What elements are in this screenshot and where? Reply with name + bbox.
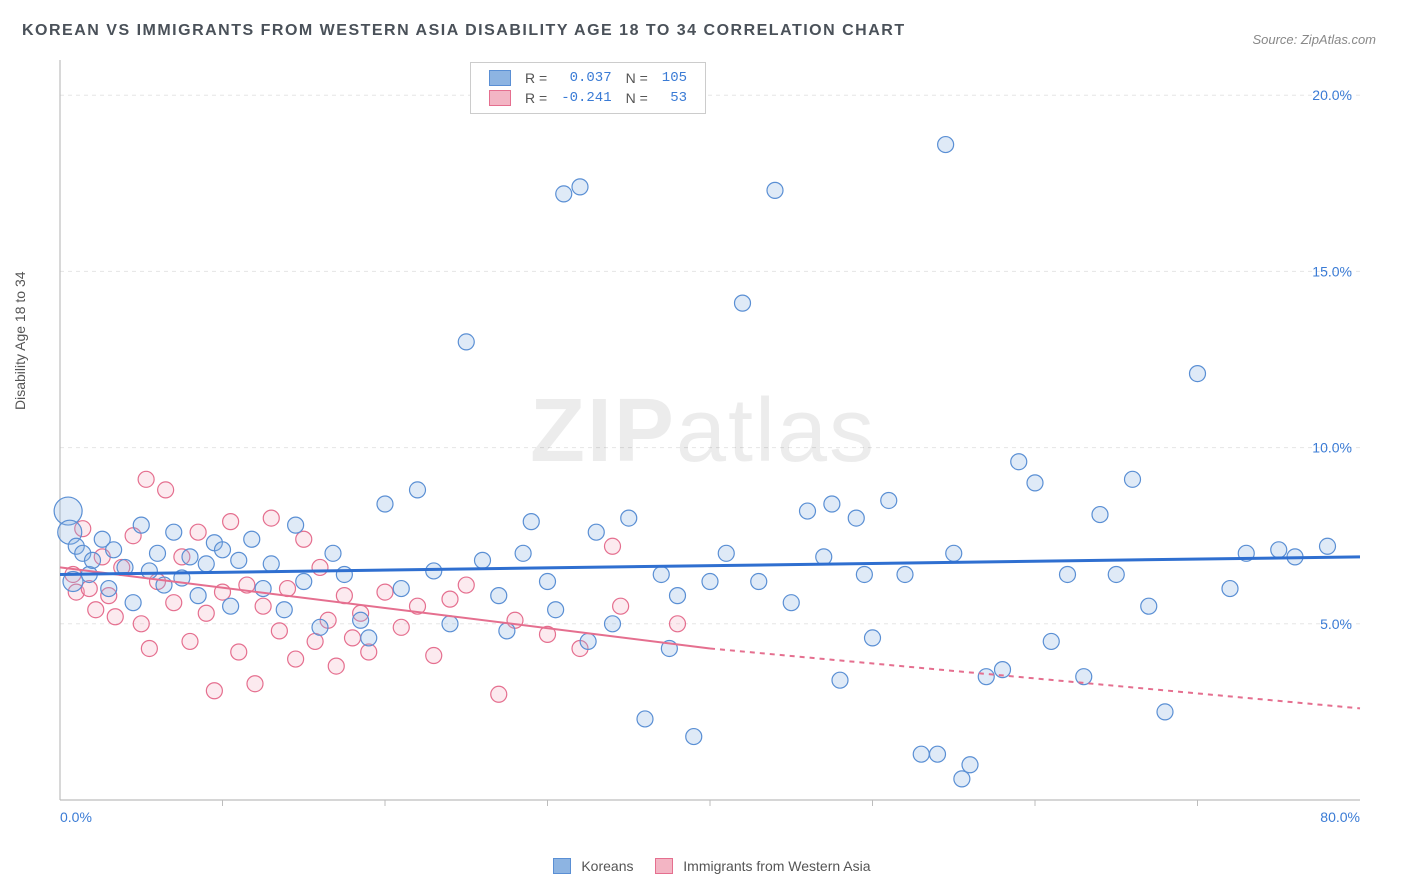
scatter-svg: 5.0% 10.0% 15.0% 20.0% 0.0% 80.0% bbox=[50, 60, 1370, 830]
legend-label-koreans: Koreans bbox=[581, 858, 633, 874]
swatch-immigrants-icon bbox=[489, 90, 511, 106]
chart-plot-area: 5.0% 10.0% 15.0% 20.0% 0.0% 80.0% bbox=[50, 60, 1370, 830]
swatch-koreans-icon bbox=[553, 858, 571, 874]
legend-row-koreans: R = 0.037 N = 105 bbox=[483, 69, 693, 87]
correlation-legend: R = 0.037 N = 105 R = -0.241 N = 53 bbox=[470, 62, 706, 114]
svg-text:20.0%: 20.0% bbox=[1312, 87, 1352, 103]
legend-row-immigrants: R = -0.241 N = 53 bbox=[483, 89, 693, 107]
svg-text:5.0%: 5.0% bbox=[1320, 616, 1352, 632]
swatch-immigrants-icon bbox=[655, 858, 673, 874]
svg-text:15.0%: 15.0% bbox=[1312, 263, 1352, 279]
svg-text:10.0%: 10.0% bbox=[1312, 440, 1352, 456]
legend-label-immigrants: Immigrants from Western Asia bbox=[683, 858, 870, 874]
chart-title: KOREAN VS IMMIGRANTS FROM WESTERN ASIA D… bbox=[22, 22, 906, 40]
svg-text:0.0%: 0.0% bbox=[60, 809, 92, 825]
y-axis-label: Disability Age 18 to 34 bbox=[12, 271, 28, 410]
series-legend: Koreans Immigrants from Western Asia bbox=[0, 858, 1406, 874]
source-attribution: Source: ZipAtlas.com bbox=[1252, 32, 1376, 47]
swatch-koreans-icon bbox=[489, 70, 511, 86]
svg-text:80.0%: 80.0% bbox=[1320, 809, 1360, 825]
